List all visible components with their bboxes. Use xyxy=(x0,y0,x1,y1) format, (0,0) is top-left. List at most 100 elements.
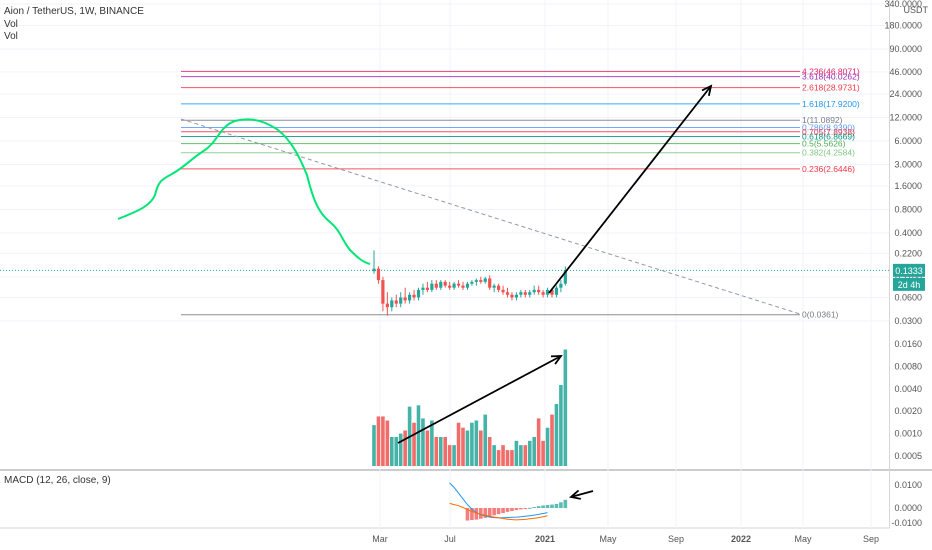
macd-histogram-bar-13 xyxy=(523,508,528,509)
volume-legend-2[interactable]: Vol xyxy=(4,31,18,42)
candle-body-20 xyxy=(461,285,465,288)
fib-level-label-6: 0.705(7.8938) xyxy=(802,127,855,137)
candle-body-30 xyxy=(505,292,510,295)
macd-histogram-bar-19 xyxy=(550,504,554,508)
fibonacci-extension[interactable]: 4.236(46.8071)3.618(40.0262)2.618(28.973… xyxy=(181,66,860,320)
last-price-value: 0.1333 xyxy=(895,266,923,276)
candle-body-8 xyxy=(408,294,412,301)
macd-histogram-bar-22 xyxy=(563,499,568,508)
fib-level-label-4: 1(11.0892) xyxy=(802,115,843,125)
candle-body-43 xyxy=(563,270,567,284)
time-tick-label-6: May xyxy=(794,534,812,544)
candle-body-39 xyxy=(545,289,550,295)
price-tick-label-11: 0.2200 xyxy=(894,248,922,258)
price-tick-label-5: 12.0000 xyxy=(889,113,922,123)
candle-body-9 xyxy=(412,294,416,298)
candle-body-40 xyxy=(550,289,554,295)
macd-histogram-bar-0 xyxy=(465,508,470,521)
time-tick-label-7: Sep xyxy=(863,534,879,544)
fib-level-label-5: 0.786(8.9390) xyxy=(802,123,855,133)
volume-bar-17 xyxy=(447,445,452,466)
volume-bar-7 xyxy=(403,430,407,466)
time-tick-label-2: 2021 xyxy=(535,534,555,544)
countdown-value: 2d 4h xyxy=(898,280,921,290)
time-tick-label-0: Mar xyxy=(372,534,388,544)
candle-body-13 xyxy=(430,283,434,290)
volume-bar-29 xyxy=(501,445,505,466)
time-tick-label-1: Jul xyxy=(444,534,456,544)
candle-body-35 xyxy=(528,292,532,295)
volume-bar-19 xyxy=(456,422,461,466)
candle-body-22 xyxy=(470,281,474,284)
price-tick-label-8: 1.6000 xyxy=(894,181,922,191)
price-tick-label-3: 46.0000 xyxy=(889,67,922,77)
price-tick-label-13: 0.0600 xyxy=(894,292,922,302)
time-axis[interactable]: Mar Jul 2021 May Sep 2022 May Sep xyxy=(372,534,879,544)
price-tick-label-6: 6.0000 xyxy=(894,136,922,146)
candle-body-33 xyxy=(519,292,523,295)
macd-histogram-bar-8 xyxy=(501,508,505,514)
volume-bar-37 xyxy=(536,418,541,466)
candle-body-38 xyxy=(541,292,545,295)
volume-bar-38 xyxy=(541,440,545,466)
macd-histogram-bar-5 xyxy=(487,508,492,517)
macd-tick-label-0: 0.0100 xyxy=(894,480,922,490)
macd-legend[interactable]: MACD (12, 26, close, 9) xyxy=(4,475,111,486)
macd-histogram-bar-17 xyxy=(541,505,545,508)
volume-legend-1[interactable]: Vol xyxy=(4,19,18,30)
candle-body-3 xyxy=(385,303,389,308)
macd-histogram-bar-4 xyxy=(483,508,488,518)
volume-bar-2 xyxy=(381,416,385,466)
candle-body-2 xyxy=(381,280,385,304)
volume-axis[interactable]: 0.0160 0.0080 0.0040 0.0020 0.0010 0.0005 xyxy=(894,339,922,461)
candle-body-10 xyxy=(416,289,421,298)
candle-body-41 xyxy=(554,287,559,295)
volume-bar-20 xyxy=(461,427,465,466)
last-price-tag xyxy=(893,263,925,277)
volume-bar-32 xyxy=(514,440,519,466)
macd-histogram-bar-11 xyxy=(514,508,519,511)
macd-histogram-bar-20 xyxy=(554,503,559,508)
currency-label: USDT xyxy=(904,5,929,15)
candle-body-5 xyxy=(394,300,398,304)
macd-histogram-bar-18 xyxy=(545,505,550,508)
volume-bar-10 xyxy=(416,405,421,466)
trendline-dashed[interactable] xyxy=(180,118,801,315)
volume-bar-39 xyxy=(545,427,550,466)
candle-body-16 xyxy=(443,281,447,286)
macd-histogram-bar-10 xyxy=(510,508,514,511)
candle-body-17 xyxy=(448,285,452,288)
macd-histogram-bar-6 xyxy=(492,508,496,516)
volume-tick-label-3: 0.0020 xyxy=(894,406,922,416)
price-tick-label-10: 0.4000 xyxy=(894,228,922,238)
candle-body-36 xyxy=(532,289,536,293)
macd-histogram-bar-9 xyxy=(505,508,510,512)
volume-arrow-shaft xyxy=(397,355,562,444)
volume-bar-30 xyxy=(505,450,510,466)
freehand-curve xyxy=(117,118,371,265)
volume-bar-16 xyxy=(443,437,447,466)
volume-bar-27 xyxy=(492,445,496,466)
volume-arrow-head xyxy=(550,355,563,365)
macd-axis[interactable]: 0.0100 0.0000 -0.0100 xyxy=(891,480,922,528)
volume-series xyxy=(372,349,568,466)
time-tick-label-4: Sep xyxy=(668,534,684,544)
candle-body-23 xyxy=(474,280,478,282)
price-tick-label-14: 0.0300 xyxy=(894,316,922,326)
volume-tick-label-0: 0.0160 xyxy=(894,339,922,349)
fib-level-label-11: 0(0.0361) xyxy=(802,310,839,320)
user-drawings[interactable] xyxy=(117,84,713,500)
price-arrow-head xyxy=(701,84,713,96)
candle-body-11 xyxy=(421,287,425,290)
fib-level-label-7: 0.618(6.8669) xyxy=(802,132,855,142)
volume-bar-41 xyxy=(554,403,559,466)
volume-bar-15 xyxy=(438,437,443,466)
price-tick-label-9: 0.8000 xyxy=(894,205,922,215)
volume-bar-9 xyxy=(412,422,416,466)
symbol-title[interactable]: Aion / TetherUS, 1W, BINANCE xyxy=(4,6,144,17)
macd-tick-label-2: -0.0100 xyxy=(891,518,922,528)
price-tick-label-7: 3.0000 xyxy=(894,160,922,170)
price-tick-label-2: 90.0000 xyxy=(889,44,922,54)
